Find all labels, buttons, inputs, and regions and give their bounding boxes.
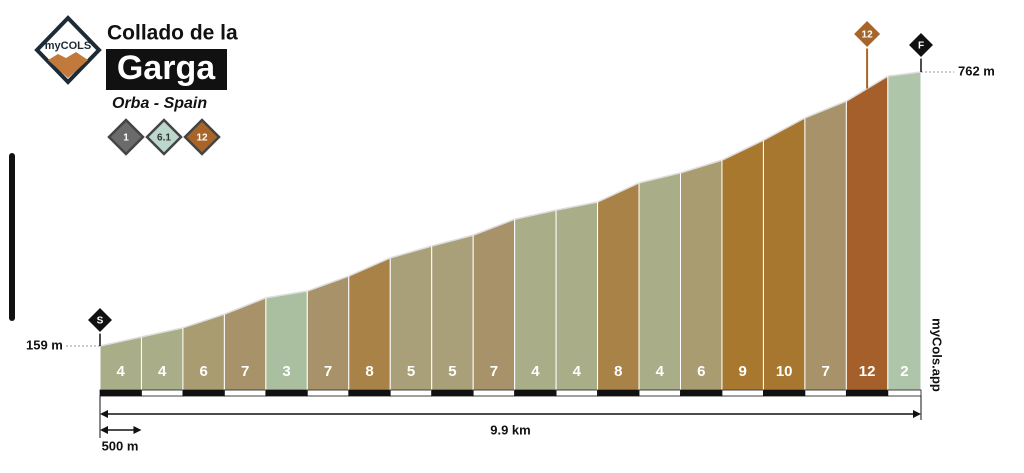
scale-label: 500 m — [102, 438, 139, 453]
segment — [845, 75, 889, 391]
badge — [107, 118, 145, 156]
distance-strip — [223, 389, 267, 397]
gradient-label: 7 — [324, 363, 332, 380]
segment — [597, 182, 640, 391]
distance-strip — [763, 389, 806, 397]
segment — [638, 172, 682, 391]
segment — [680, 159, 723, 391]
segment — [721, 139, 764, 391]
gradient-label: 4 — [158, 363, 167, 380]
distance-strip — [389, 389, 433, 397]
top-edge — [763, 117, 806, 141]
gradient-label: 4 — [573, 363, 582, 380]
chart-subtitle: Garga — [117, 49, 216, 87]
gradient-label: 10 — [776, 363, 793, 380]
segment — [140, 327, 184, 391]
distance-arrow-head — [913, 410, 921, 418]
distance-strip — [265, 389, 308, 397]
gradient-label: 2 — [900, 363, 908, 380]
finish-marker — [906, 30, 936, 60]
gradient-label: 7 — [241, 363, 249, 380]
distance-strip — [597, 389, 640, 397]
gradient-label: 9 — [739, 363, 747, 380]
start-marker — [85, 305, 115, 335]
peak-badge — [852, 18, 883, 50]
distance-strip — [514, 389, 557, 397]
badge-text: 12 — [196, 133, 208, 144]
distance-strip — [845, 389, 889, 397]
gradient-label: 6 — [697, 363, 705, 380]
gradient-label: 8 — [614, 363, 622, 380]
top-edge — [99, 336, 142, 347]
gradient-label: 5 — [448, 363, 456, 380]
top-edge — [307, 275, 350, 292]
top-edge — [804, 100, 847, 119]
badge — [145, 118, 183, 156]
distance-strip — [182, 389, 225, 397]
segment — [804, 100, 847, 391]
distance-strip — [721, 389, 764, 397]
badge — [183, 118, 221, 156]
top-edge — [390, 245, 432, 259]
logo-text: myCOLS — [45, 40, 91, 52]
distance-strip — [306, 389, 350, 397]
gradient-label: 4 — [531, 363, 540, 380]
top-edge — [680, 159, 723, 174]
gradient-label: 8 — [365, 363, 373, 380]
distance-strip — [141, 389, 184, 397]
top-edge — [265, 290, 308, 299]
top-edge — [514, 209, 557, 220]
gradient-label: 6 — [199, 363, 207, 380]
top-edge — [638, 172, 681, 184]
distance-strip — [804, 389, 847, 397]
gradient-label: 7 — [490, 363, 498, 380]
distance-label: 9.9 km — [490, 422, 530, 437]
badge-text: 1 — [123, 133, 129, 144]
distance-strip — [431, 389, 474, 397]
top-edge — [721, 139, 764, 161]
start-marker-text: S — [97, 316, 104, 327]
start-label: 159 m — [26, 337, 63, 352]
gradient-label: 5 — [407, 363, 415, 380]
distance-arrow-head — [100, 410, 108, 418]
badge-text: 6.1 — [157, 133, 171, 144]
logo: myCOLS — [34, 15, 102, 85]
segment — [762, 117, 806, 391]
gradient-label: 4 — [656, 363, 665, 380]
gradient-label: 4 — [117, 363, 126, 380]
top-edge — [182, 313, 225, 329]
top-edge — [597, 182, 640, 203]
distance-strip — [680, 389, 723, 397]
top-edge — [555, 201, 598, 211]
distance-strip — [555, 389, 598, 397]
finish-marker-text: F — [918, 41, 924, 52]
segment — [555, 201, 599, 391]
distance-strip — [887, 389, 922, 397]
gradient-label: 12 — [859, 363, 876, 380]
scale-arrow-head — [133, 426, 142, 434]
location: Orba - Spain — [112, 95, 207, 112]
scale-arrow-head — [100, 426, 108, 434]
distance-strip — [638, 389, 681, 397]
gradient-label: 7 — [821, 363, 829, 380]
distance-strip — [99, 389, 142, 397]
chart-title: Collado de la — [107, 22, 238, 45]
top-edge — [141, 327, 184, 338]
top-edge — [348, 257, 391, 277]
top-edge — [887, 71, 922, 77]
distance-strip — [348, 389, 391, 397]
watermark: myCols.app — [930, 318, 945, 392]
segment — [887, 71, 922, 391]
decor-bar — [9, 153, 15, 321]
top-edge — [472, 218, 515, 236]
distance-strip — [472, 389, 516, 397]
top-edge — [224, 297, 267, 315]
peak-badge-text: 12 — [862, 30, 874, 41]
top-edge — [431, 234, 474, 247]
subtitle-box — [106, 49, 227, 90]
gradient-label: 3 — [282, 363, 290, 380]
end-label: 762 m — [958, 63, 995, 78]
